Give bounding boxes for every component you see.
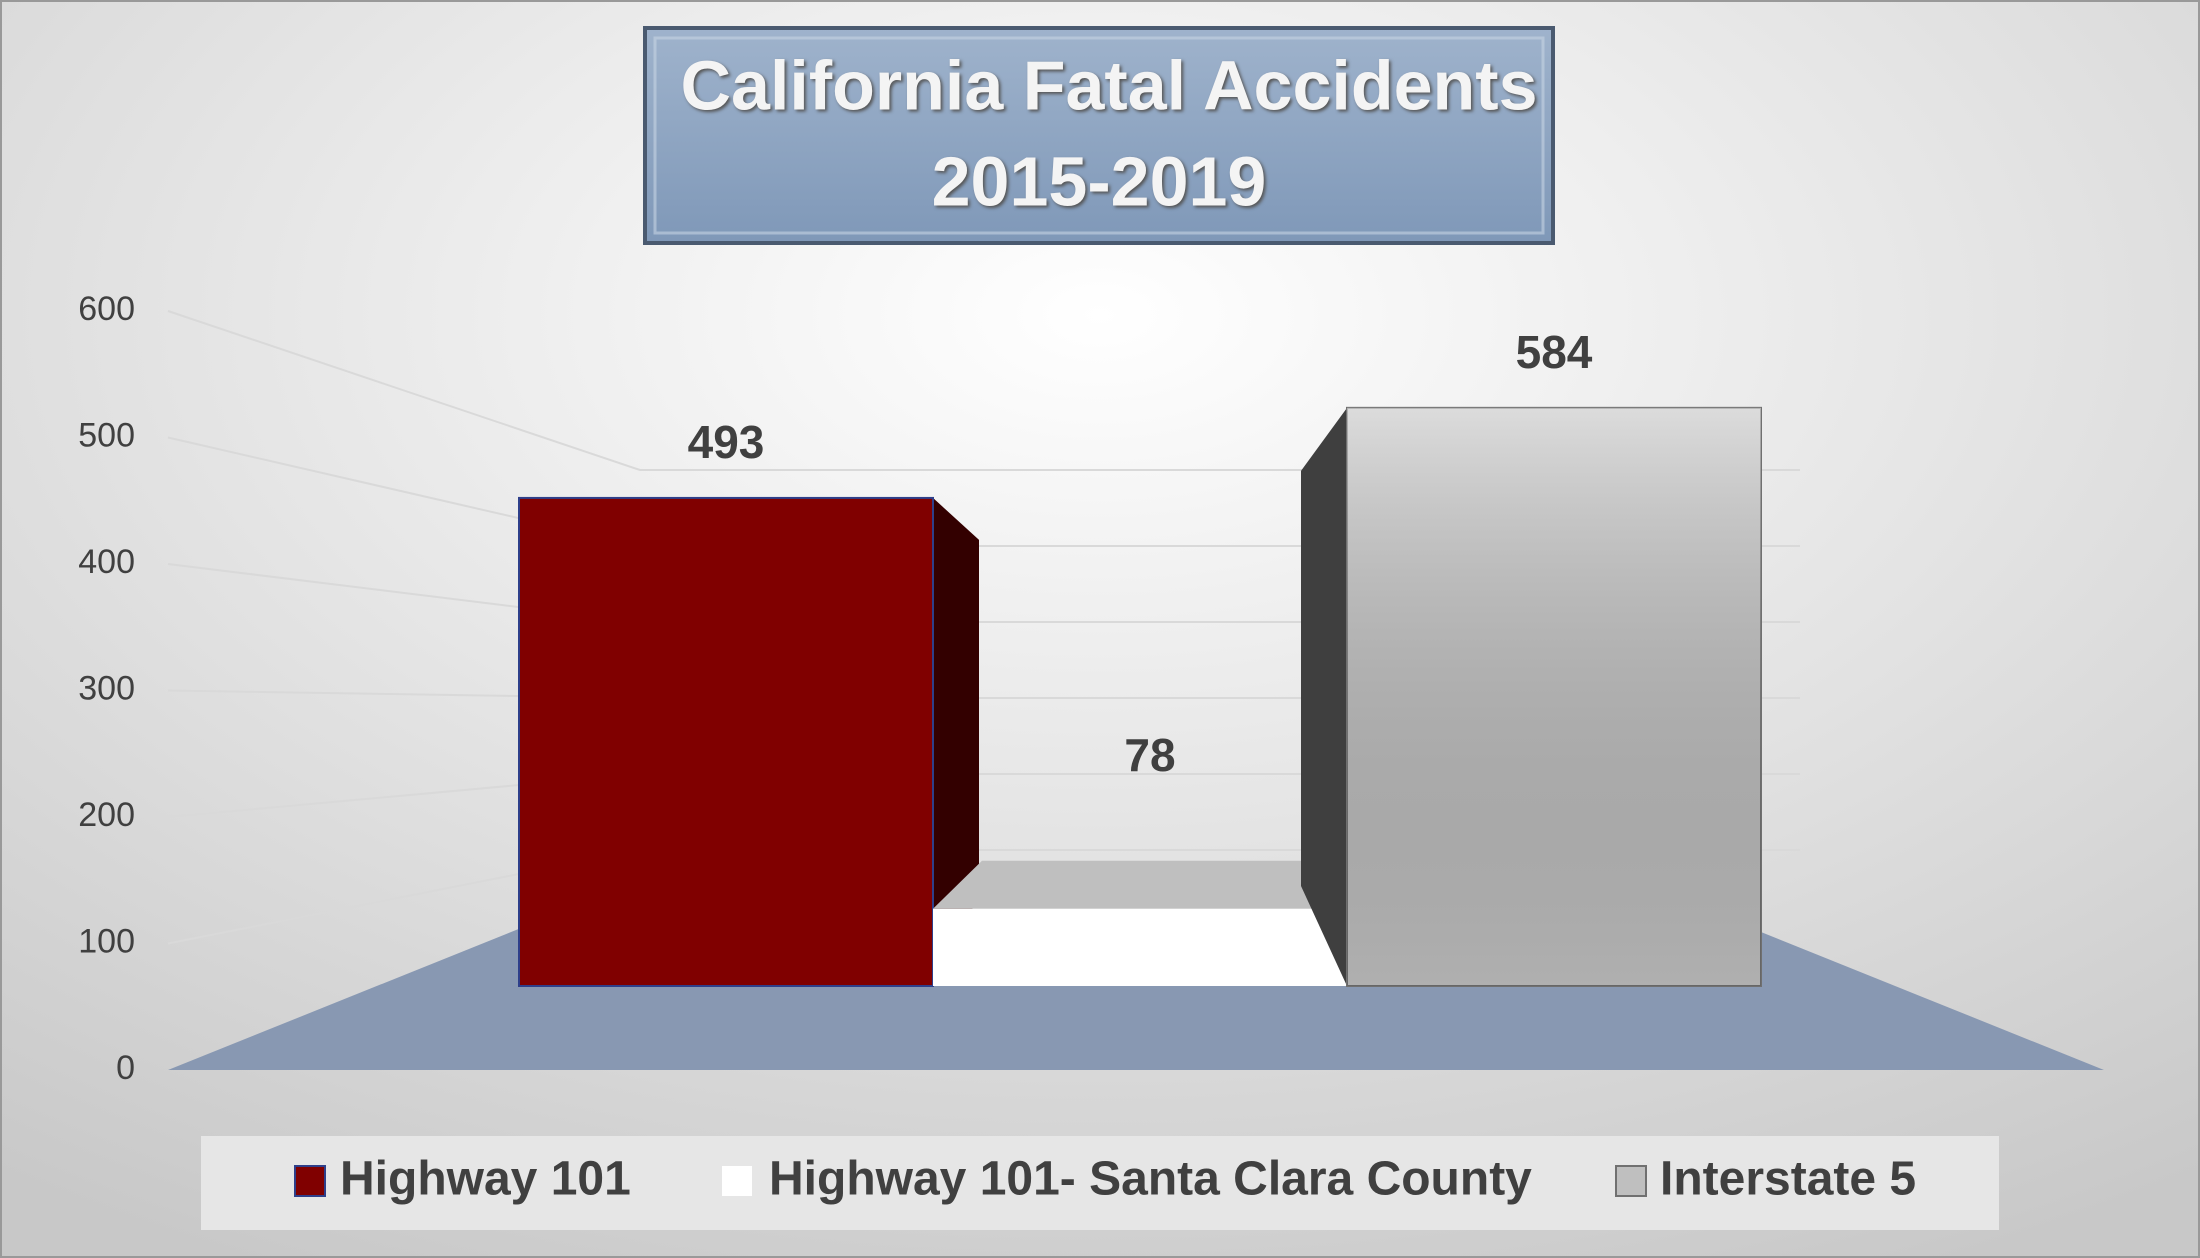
y-tick-label: 200 bbox=[78, 796, 135, 834]
chart-title: California Fatal Accidents bbox=[680, 46, 1537, 124]
y-tick-label: 0 bbox=[116, 1049, 135, 1087]
bar-side bbox=[1301, 407, 1347, 987]
legend-swatch bbox=[1615, 1165, 1647, 1197]
title-box bbox=[643, 26, 1555, 245]
bar bbox=[933, 908, 1347, 986]
bar-sheen bbox=[1347, 407, 1761, 987]
chart-title: 2015-2019 bbox=[932, 142, 1267, 220]
data-label: 78 bbox=[1124, 729, 1175, 781]
y-tick-label: 500 bbox=[78, 416, 135, 454]
title-bevel bbox=[653, 36, 1545, 235]
bar bbox=[518, 496, 934, 987]
bar-top bbox=[933, 860, 1347, 909]
y-tick-label: 600 bbox=[78, 290, 135, 328]
y-tick-label: 400 bbox=[78, 543, 135, 581]
data-label: 493 bbox=[688, 416, 765, 468]
legend-swatch bbox=[722, 1166, 752, 1196]
legend-swatch bbox=[294, 1165, 326, 1197]
legend-label: Highway 101 bbox=[340, 1153, 631, 1206]
legend-label: Highway 101- Santa Clara County bbox=[769, 1153, 1532, 1206]
bar-side bbox=[933, 497, 979, 986]
y-tick-label: 300 bbox=[78, 669, 135, 707]
y-tick-label: 100 bbox=[78, 922, 135, 960]
legend bbox=[201, 1136, 1999, 1230]
legend-label: Interstate 5 bbox=[1660, 1153, 1916, 1206]
data-label: 584 bbox=[1516, 326, 1593, 378]
